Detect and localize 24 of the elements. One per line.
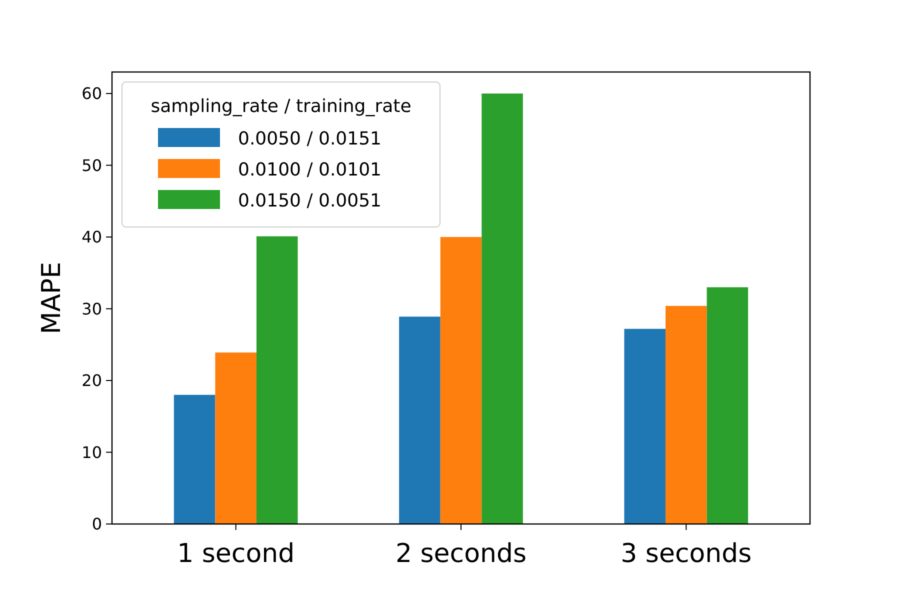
y-tick-label: 50 bbox=[82, 156, 102, 175]
x-tick-label: 1 second bbox=[177, 539, 295, 569]
y-tick-label: 0 bbox=[92, 514, 102, 534]
bar bbox=[706, 287, 748, 524]
y-axis-title: MAPE bbox=[37, 262, 67, 334]
bar bbox=[399, 316, 440, 524]
y-tick-label: 20 bbox=[82, 371, 102, 390]
bar bbox=[482, 94, 523, 524]
legend-label: 0.0100 / 0.0101 bbox=[238, 159, 382, 180]
x-tick-label: 3 seconds bbox=[620, 539, 752, 569]
bar bbox=[666, 306, 707, 524]
bar bbox=[256, 236, 298, 524]
y-tick-label: 60 bbox=[82, 84, 102, 104]
legend-title: sampling_rate / training_rate bbox=[150, 96, 412, 117]
y-tick-label: 10 bbox=[82, 442, 102, 462]
bar bbox=[624, 328, 666, 524]
y-tick-label: 40 bbox=[82, 228, 102, 247]
legend-label: 0.0050 / 0.0151 bbox=[238, 128, 382, 150]
x-tick-label: 2 seconds bbox=[395, 539, 527, 569]
legend-label: 0.0150 / 0.0051 bbox=[238, 190, 382, 212]
y-tick-label: 30 bbox=[82, 299, 102, 318]
bar bbox=[215, 352, 256, 524]
bar bbox=[174, 394, 216, 524]
bar bbox=[440, 237, 482, 524]
